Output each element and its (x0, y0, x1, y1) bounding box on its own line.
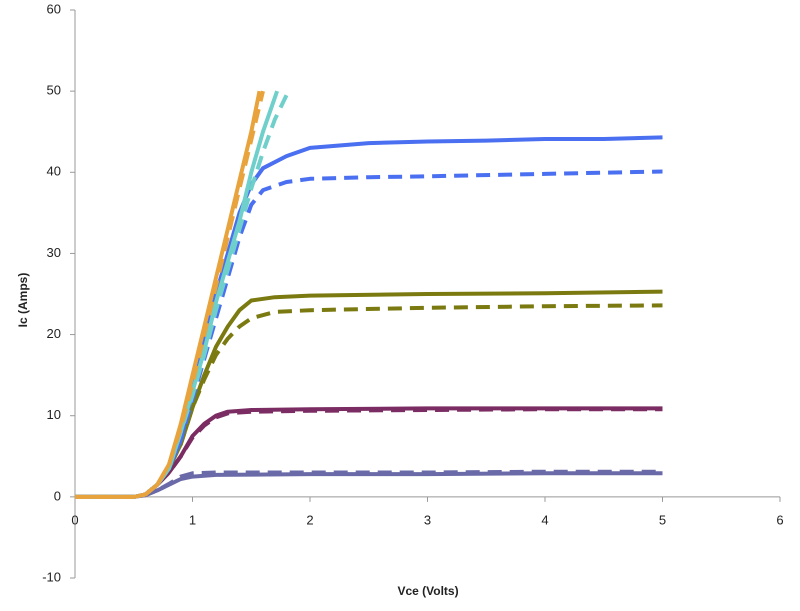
x-tick-label: 2 (306, 512, 313, 527)
x-tick-label: 0 (71, 512, 78, 527)
x-tick-label: 4 (541, 512, 548, 527)
y-tick-label: 60 (47, 1, 61, 16)
y-tick-label: 20 (47, 326, 61, 341)
dashed-line (75, 303, 663, 499)
solid-line (75, 406, 663, 499)
y-tick-label: 40 (47, 164, 61, 179)
solid-line (75, 135, 663, 499)
y-tick-label: 50 (47, 83, 61, 98)
dashed-line (75, 407, 663, 499)
dashed-line (75, 169, 663, 499)
x-tick-label: 3 (424, 512, 431, 527)
solid-line (75, 90, 262, 499)
x-tick-label: 1 (189, 512, 196, 527)
x-axis-title: Vce (Volts) (397, 584, 458, 598)
x-tick-label: 6 (776, 512, 783, 527)
y-tick-label: 10 (47, 407, 61, 422)
y-tick-label: -10 (42, 569, 61, 584)
y-tick-label: 30 (47, 245, 61, 260)
x-tick-label: 5 (659, 512, 666, 527)
dashed-line (75, 90, 265, 499)
solid-line (75, 289, 663, 499)
y-tick-label: 0 (54, 488, 61, 503)
y-axis-title: Ic (Amps) (16, 273, 30, 328)
